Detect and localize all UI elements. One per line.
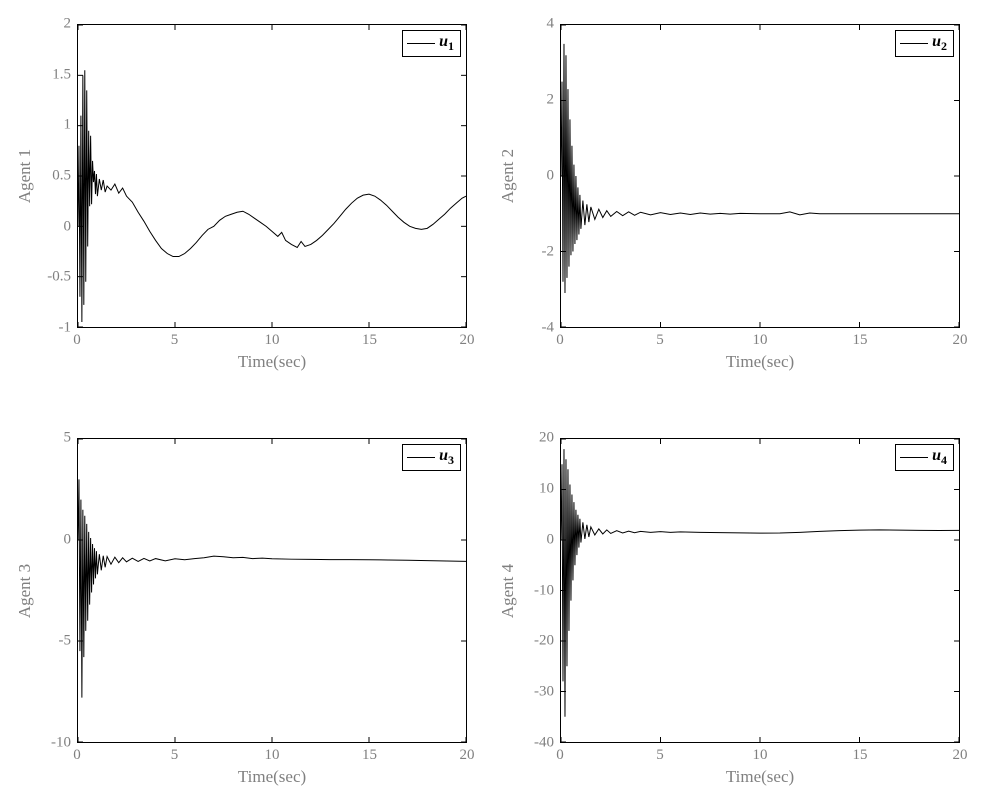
xlabel: Time(sec) [726,767,794,787]
plot-agent1 [77,24,467,328]
ytick-label: 0.5 [52,168,71,185]
legend-line-sample [900,457,928,458]
ytick-label: 0 [64,218,72,235]
legend-line-sample [900,43,928,44]
xlabel: Time(sec) [238,352,306,372]
ytick-label: -2 [542,244,555,261]
ytick-label: 1.5 [52,66,71,83]
ytick-label: -5 [59,633,72,650]
series-line [561,449,959,717]
xtick-label: 10 [753,747,768,764]
xtick-label: 0 [73,332,81,349]
legend: u3 [402,444,461,471]
ytick-label: 0 [64,531,72,548]
xtick-label: 5 [171,332,179,349]
ytick-label: 20 [539,430,554,447]
xtick-label: 10 [265,332,280,349]
ytick-label: 4 [547,16,555,33]
ytick-label: -0.5 [47,269,71,286]
series-line [561,44,959,293]
ytick-label: -10 [51,735,71,752]
plot-agent4 [560,438,960,743]
legend-label: u1 [439,33,454,54]
ytick-label: -30 [534,684,554,701]
ytick-label: 0 [547,168,555,185]
xtick-label: 0 [556,332,564,349]
legend-line-sample [407,457,435,458]
legend: u4 [895,444,954,471]
figure-2x2: 05101520-1-0.500.511.52Agent 1Time(sec)u… [0,0,1000,804]
xtick-label: 20 [953,747,968,764]
ytick-label: 2 [547,92,555,109]
plot-agent2 [560,24,960,328]
xtick-label: 0 [556,747,564,764]
ytick-label: 10 [539,480,554,497]
legend: u2 [895,30,954,57]
legend-label: u4 [932,447,947,468]
ytick-label: -20 [534,633,554,650]
ytick-label: -40 [534,735,554,752]
series-line [78,479,466,697]
xtick-label: 15 [853,332,868,349]
legend-label: u2 [932,33,947,54]
xtick-label: 5 [171,747,179,764]
series-line [78,70,466,322]
ytick-label: 0 [547,531,555,548]
ylabel: Agent 3 [15,563,35,617]
ylabel: Agent 2 [498,149,518,203]
xtick-label: 15 [853,747,868,764]
xtick-label: 15 [362,747,377,764]
ytick-label: -10 [534,582,554,599]
xtick-label: 10 [753,332,768,349]
ylabel: Agent 4 [498,563,518,617]
xtick-label: 20 [460,747,475,764]
legend: u1 [402,30,461,57]
xtick-label: 5 [656,332,664,349]
plot-agent3 [77,438,467,743]
legend-label: u3 [439,447,454,468]
legend-line-sample [407,43,435,44]
xtick-label: 15 [362,332,377,349]
xlabel: Time(sec) [238,767,306,787]
xtick-label: 20 [953,332,968,349]
xlabel: Time(sec) [726,352,794,372]
ytick-label: 1 [64,117,72,134]
xtick-label: 5 [656,747,664,764]
ytick-label: 5 [64,430,72,447]
ylabel: Agent 1 [15,149,35,203]
ytick-label: -1 [59,320,72,337]
xtick-label: 20 [460,332,475,349]
xtick-label: 0 [73,747,81,764]
xtick-label: 10 [265,747,280,764]
ytick-label: -4 [542,320,555,337]
ytick-label: 2 [64,16,72,33]
